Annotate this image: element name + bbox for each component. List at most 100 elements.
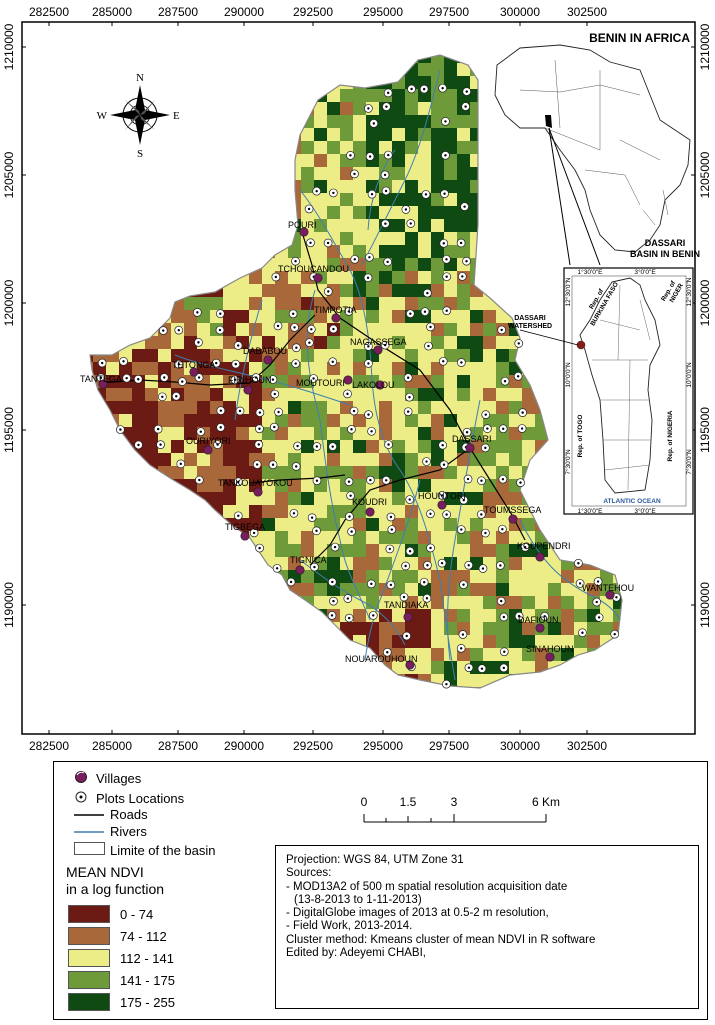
ndvi-swatch-4	[68, 971, 110, 989]
inset-bottom-tick-2: 3°0'0"E	[634, 507, 656, 515]
village-marker-icon	[299, 227, 309, 237]
x-tick-top: 302500	[567, 5, 607, 19]
village-label: DAFIOUN	[518, 615, 559, 625]
ndvi-title-line-2: in a log function	[66, 881, 165, 897]
village-label: OURIYORI	[186, 436, 231, 446]
meta-source-fieldwork: - Field Work, 2013-2014.	[286, 920, 413, 933]
meta-source-modis: - MOD13A2 of 500 m spatial resolution ac…	[286, 880, 568, 893]
compass-south: S	[137, 148, 143, 160]
legend-limit-label: Limite of the basin	[110, 843, 216, 858]
village-label: DABABOU	[243, 346, 287, 356]
village-marker-icon	[203, 445, 213, 455]
village-marker-icon	[189, 367, 199, 377]
x-tick-top: 290000	[224, 5, 264, 19]
ndvi-class-3: 112 - 141	[68, 949, 174, 967]
river	[306, 289, 371, 621]
inset-right-tick-1: 12°30'0"N	[685, 277, 693, 306]
ndvi-class-label-3: 112 - 141	[120, 950, 174, 966]
meta-projection: Projection: WGS 84, UTM Zone 31	[286, 854, 464, 866]
legend-villages-label: Villages	[96, 771, 142, 786]
meta-source-digitalglobe: - DigitalGlobe images of 2013 at 0.5-2 m…	[286, 907, 549, 920]
y-tick-left: 1190000	[2, 582, 16, 628]
x-tick-top: 287500	[158, 5, 198, 19]
river	[361, 69, 441, 266]
ndvi-swatch-2	[68, 927, 110, 945]
metadata-box: Projection: WGS 84, UTM Zone 31 Sources:…	[275, 845, 699, 1009]
village-marker-icon	[375, 380, 385, 390]
village-label: NAGASSEGA	[350, 337, 407, 347]
village-marker-icon	[373, 345, 383, 355]
y-tick-right: 1200000	[698, 279, 712, 326]
benin-inset: DASSARI BASIN IN BENIN 1°30'0"E 3°0'0"E …	[508, 238, 700, 515]
village-marker-icon	[403, 612, 413, 622]
x-tick-bottom: 297500	[429, 739, 469, 753]
legend-panel: Villages Plots Locations Roads Rivers Li…	[53, 761, 708, 1020]
village-label: TOUMSSEGA	[484, 505, 541, 515]
village-label: TIGNICA	[290, 555, 327, 565]
nigeria-label: Rep. of NIGERIA	[667, 410, 674, 461]
africa-inset: BENIN IN AFRICA	[494, 31, 691, 266]
village-label: POURI	[288, 220, 317, 230]
village-marker-icon	[98, 379, 108, 389]
village-label: NOUAROUHOUN	[345, 654, 418, 664]
inset-left-tick-2: 10°0'0"N	[564, 362, 572, 388]
road	[249, 474, 346, 484]
legend-limit: Limite of the basin	[74, 842, 216, 859]
plots-layer	[96, 83, 621, 689]
ndvi-swatch-1	[68, 905, 110, 923]
meta-cluster-method: Cluster method: Kmeans cluster of mean N…	[286, 933, 596, 946]
benin-highlight	[545, 115, 552, 128]
legend-villages: Villages	[74, 770, 141, 787]
legend-plots-label: Plots Locations	[96, 791, 185, 806]
watershed-label-1: DASSARI	[514, 315, 546, 322]
scale-label-2: 3	[451, 795, 458, 809]
scale-label-3: 6 Km	[532, 795, 560, 809]
river	[299, 559, 406, 646]
legend-roads-label: Roads	[110, 807, 148, 822]
ndvi-class-label-2: 74 - 112	[120, 928, 167, 944]
x-tick-top: 297500	[429, 5, 469, 19]
river	[299, 189, 456, 681]
river-symbol-icon	[74, 824, 110, 839]
village-marker-icon	[605, 590, 615, 600]
y-tick-right: 1210000	[698, 23, 712, 70]
scale-bar: 0 1.5 3 6 Km	[361, 795, 560, 823]
village-label: KOUDRI	[352, 497, 387, 507]
road	[309, 447, 471, 566]
village-label: WANTEHOU	[582, 583, 634, 593]
village-marker-icon	[240, 531, 250, 541]
ndvi-class-2: 74 - 112	[68, 927, 167, 945]
inset-bottom-tick-1: 1°30'0"E	[578, 507, 604, 515]
compass-west: W	[97, 110, 108, 122]
basin-limit-symbol-icon	[74, 842, 110, 859]
africa-outline	[494, 44, 691, 253]
africa-inset-title: BENIN IN AFRICA	[589, 31, 690, 45]
village-marker-icon	[313, 273, 323, 283]
village-marker-icon	[243, 385, 253, 395]
ndvi-class-label-4: 141 - 175	[120, 972, 175, 988]
basin-boundary	[89, 54, 623, 689]
ndvi-class-1: 0 - 74	[68, 905, 153, 923]
inset-left-tick-3: 7°30'0"N	[564, 449, 572, 475]
x-tick-top: 292500	[293, 5, 333, 19]
x-tick-bottom: 292500	[293, 739, 333, 753]
ndvi-title-line-1: MEAN NDVI	[66, 864, 144, 880]
plot-symbol-icon	[74, 790, 96, 807]
legend-roads: Roads	[74, 807, 148, 822]
compass-east: E	[173, 110, 180, 122]
legend-rivers-label: Rivers	[110, 824, 147, 839]
meta-edited-by: Edited by: Adeyemi CHABI,	[286, 947, 426, 960]
village-label: DASSARI	[452, 434, 492, 444]
benin-inset-title-2: BASIN IN BENIN	[630, 249, 700, 259]
inset-right-tick-3: 7°30'0"N	[685, 449, 693, 475]
village-label: TCHOUCANDOU	[278, 264, 349, 274]
village-label: KOUPENDRI	[517, 541, 571, 551]
x-tick-top: 300000	[500, 5, 540, 19]
inset-top-tick-2: 3°0'0"E	[634, 268, 656, 276]
road	[99, 314, 316, 386]
y-tick-left: 1200000	[2, 279, 16, 326]
ocean-label: ATLANTIC OCEAN	[603, 498, 661, 505]
ndvi-legend-title: MEAN NDVI in a log function	[66, 864, 164, 898]
y-tick-left: 1205000	[2, 151, 16, 198]
village-label: HOUNTORI	[418, 491, 466, 501]
